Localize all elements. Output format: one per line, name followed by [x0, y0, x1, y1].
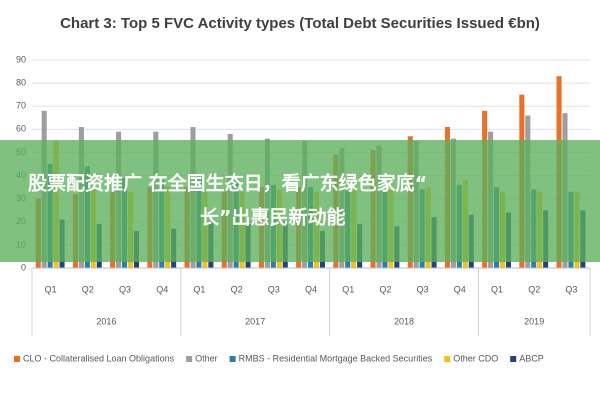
- legend-swatch: [510, 356, 517, 362]
- x-tick-label: Q2: [528, 284, 540, 294]
- y-tick-label: 0: [21, 262, 26, 272]
- y-tick-label: 60: [16, 124, 26, 134]
- legend-label: ABCP: [519, 353, 544, 363]
- chart-title: Chart 3: Top 5 FVC Activity types (Total…: [60, 15, 540, 32]
- x-tick-label: Q2: [379, 284, 391, 294]
- legend-swatch: [229, 356, 236, 362]
- group-label: 2018: [394, 316, 414, 326]
- y-tick-label: 80: [16, 77, 26, 87]
- legend-swatch: [186, 356, 193, 362]
- legend-label: Other: [195, 353, 218, 363]
- x-tick-label: Q4: [454, 284, 466, 294]
- x-tick-label: Q1: [45, 284, 57, 294]
- x-tick-label: Q3: [565, 284, 577, 294]
- x-tick-label: Q3: [417, 284, 429, 294]
- legend-label: RMBS - Residential Mortgage Backed Secur…: [239, 353, 433, 363]
- x-tick-label: Q1: [342, 284, 354, 294]
- x-tick-label: Q3: [268, 284, 280, 294]
- banner-text: 长”出惠民新动能: [200, 206, 346, 229]
- x-tick-label: Q4: [156, 284, 168, 294]
- legend-label: Other CDO: [453, 353, 498, 363]
- legend-swatch: [14, 356, 20, 362]
- banner: [0, 140, 600, 262]
- x-tick-label: Q3: [119, 284, 131, 294]
- x-tick-label: Q1: [193, 284, 205, 294]
- group-label: 2019: [524, 316, 544, 326]
- y-tick-label: 90: [16, 54, 26, 64]
- banner-text: 股票配资推广 在全国生态日，看广东绿色家底“: [28, 172, 427, 195]
- x-tick-label: Q4: [305, 284, 317, 294]
- group-label: 2017: [245, 316, 265, 326]
- group-label: 2016: [96, 316, 116, 326]
- x-tick-label: Q2: [82, 284, 94, 294]
- legend-swatch: [444, 356, 451, 362]
- x-tick-label: Q2: [231, 284, 243, 294]
- legend-label: CLO - Collateralised Loan Obligations: [23, 353, 175, 363]
- y-tick-label: 70: [16, 101, 26, 111]
- x-tick-label: Q1: [491, 284, 503, 294]
